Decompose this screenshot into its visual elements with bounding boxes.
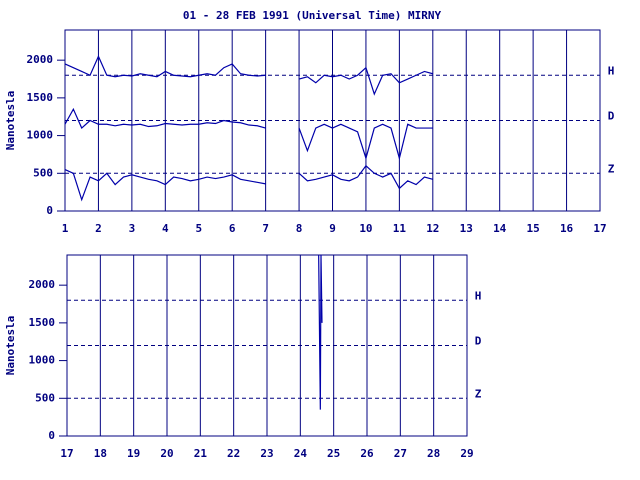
chart-title: 01 - 28 FEB 1991 (Universal Time) MIRNY — [183, 9, 442, 22]
x-tick-label: 20 — [160, 447, 173, 460]
x-tick-label: 24 — [294, 447, 308, 460]
x-tick-label: 19 — [127, 447, 140, 460]
x-tick-label: 29 — [460, 447, 473, 460]
reference-label: D — [475, 335, 482, 348]
x-tick-label: 12 — [426, 222, 439, 235]
y-tick-label: 1000 — [27, 129, 54, 142]
x-tick-label: 11 — [393, 222, 407, 235]
x-tick-label: 4 — [162, 222, 169, 235]
x-tick-label: 2 — [95, 222, 102, 235]
reference-label: Z — [475, 387, 482, 400]
y-tick-label: 2000 — [27, 53, 54, 66]
y-tick-label: 0 — [48, 429, 55, 442]
y-tick-label: 2000 — [29, 278, 56, 291]
trace — [64, 107, 433, 161]
x-tick-label: 7 — [262, 222, 269, 235]
x-tick-label: 5 — [195, 222, 202, 235]
y-tick-label: 1500 — [27, 91, 54, 104]
y-axis-label: Nanotesla — [4, 316, 17, 376]
x-tick-label: 1 — [62, 222, 69, 235]
x-tick-label: 13 — [460, 222, 473, 235]
x-tick-label: 22 — [227, 447, 240, 460]
reference-label: H — [608, 64, 615, 77]
y-tick-label: 1000 — [29, 354, 56, 367]
x-tick-label: 9 — [329, 222, 336, 235]
x-tick-label: 16 — [560, 222, 574, 235]
reference-label: H — [475, 289, 482, 302]
x-tick-label: 17 — [593, 222, 606, 235]
y-tick-label: 500 — [33, 166, 53, 179]
reference-label: D — [608, 110, 615, 123]
x-tick-label: 6 — [229, 222, 236, 235]
x-tick-label: 21 — [194, 447, 208, 460]
y-tick-label: 500 — [35, 391, 55, 404]
trace — [64, 164, 433, 202]
x-tick-label: 3 — [129, 222, 136, 235]
x-tick-label: 28 — [427, 447, 440, 460]
x-tick-label: 10 — [359, 222, 372, 235]
y-axis-label: Nanotesla — [4, 91, 17, 151]
y-tick-label: 1500 — [29, 316, 56, 329]
x-tick-label: 17 — [60, 447, 73, 460]
trace — [318, 254, 323, 410]
reference-label: Z — [608, 162, 615, 175]
x-tick-label: 25 — [327, 447, 340, 460]
x-tick-label: 8 — [296, 222, 303, 235]
y-tick-label: 0 — [46, 204, 53, 217]
x-tick-label: 18 — [94, 447, 107, 460]
x-tick-label: 26 — [360, 447, 374, 460]
x-tick-label: 14 — [493, 222, 507, 235]
x-tick-label: 23 — [260, 447, 273, 460]
x-tick-label: 27 — [394, 447, 407, 460]
trace — [64, 54, 433, 96]
x-tick-label: 15 — [527, 222, 540, 235]
